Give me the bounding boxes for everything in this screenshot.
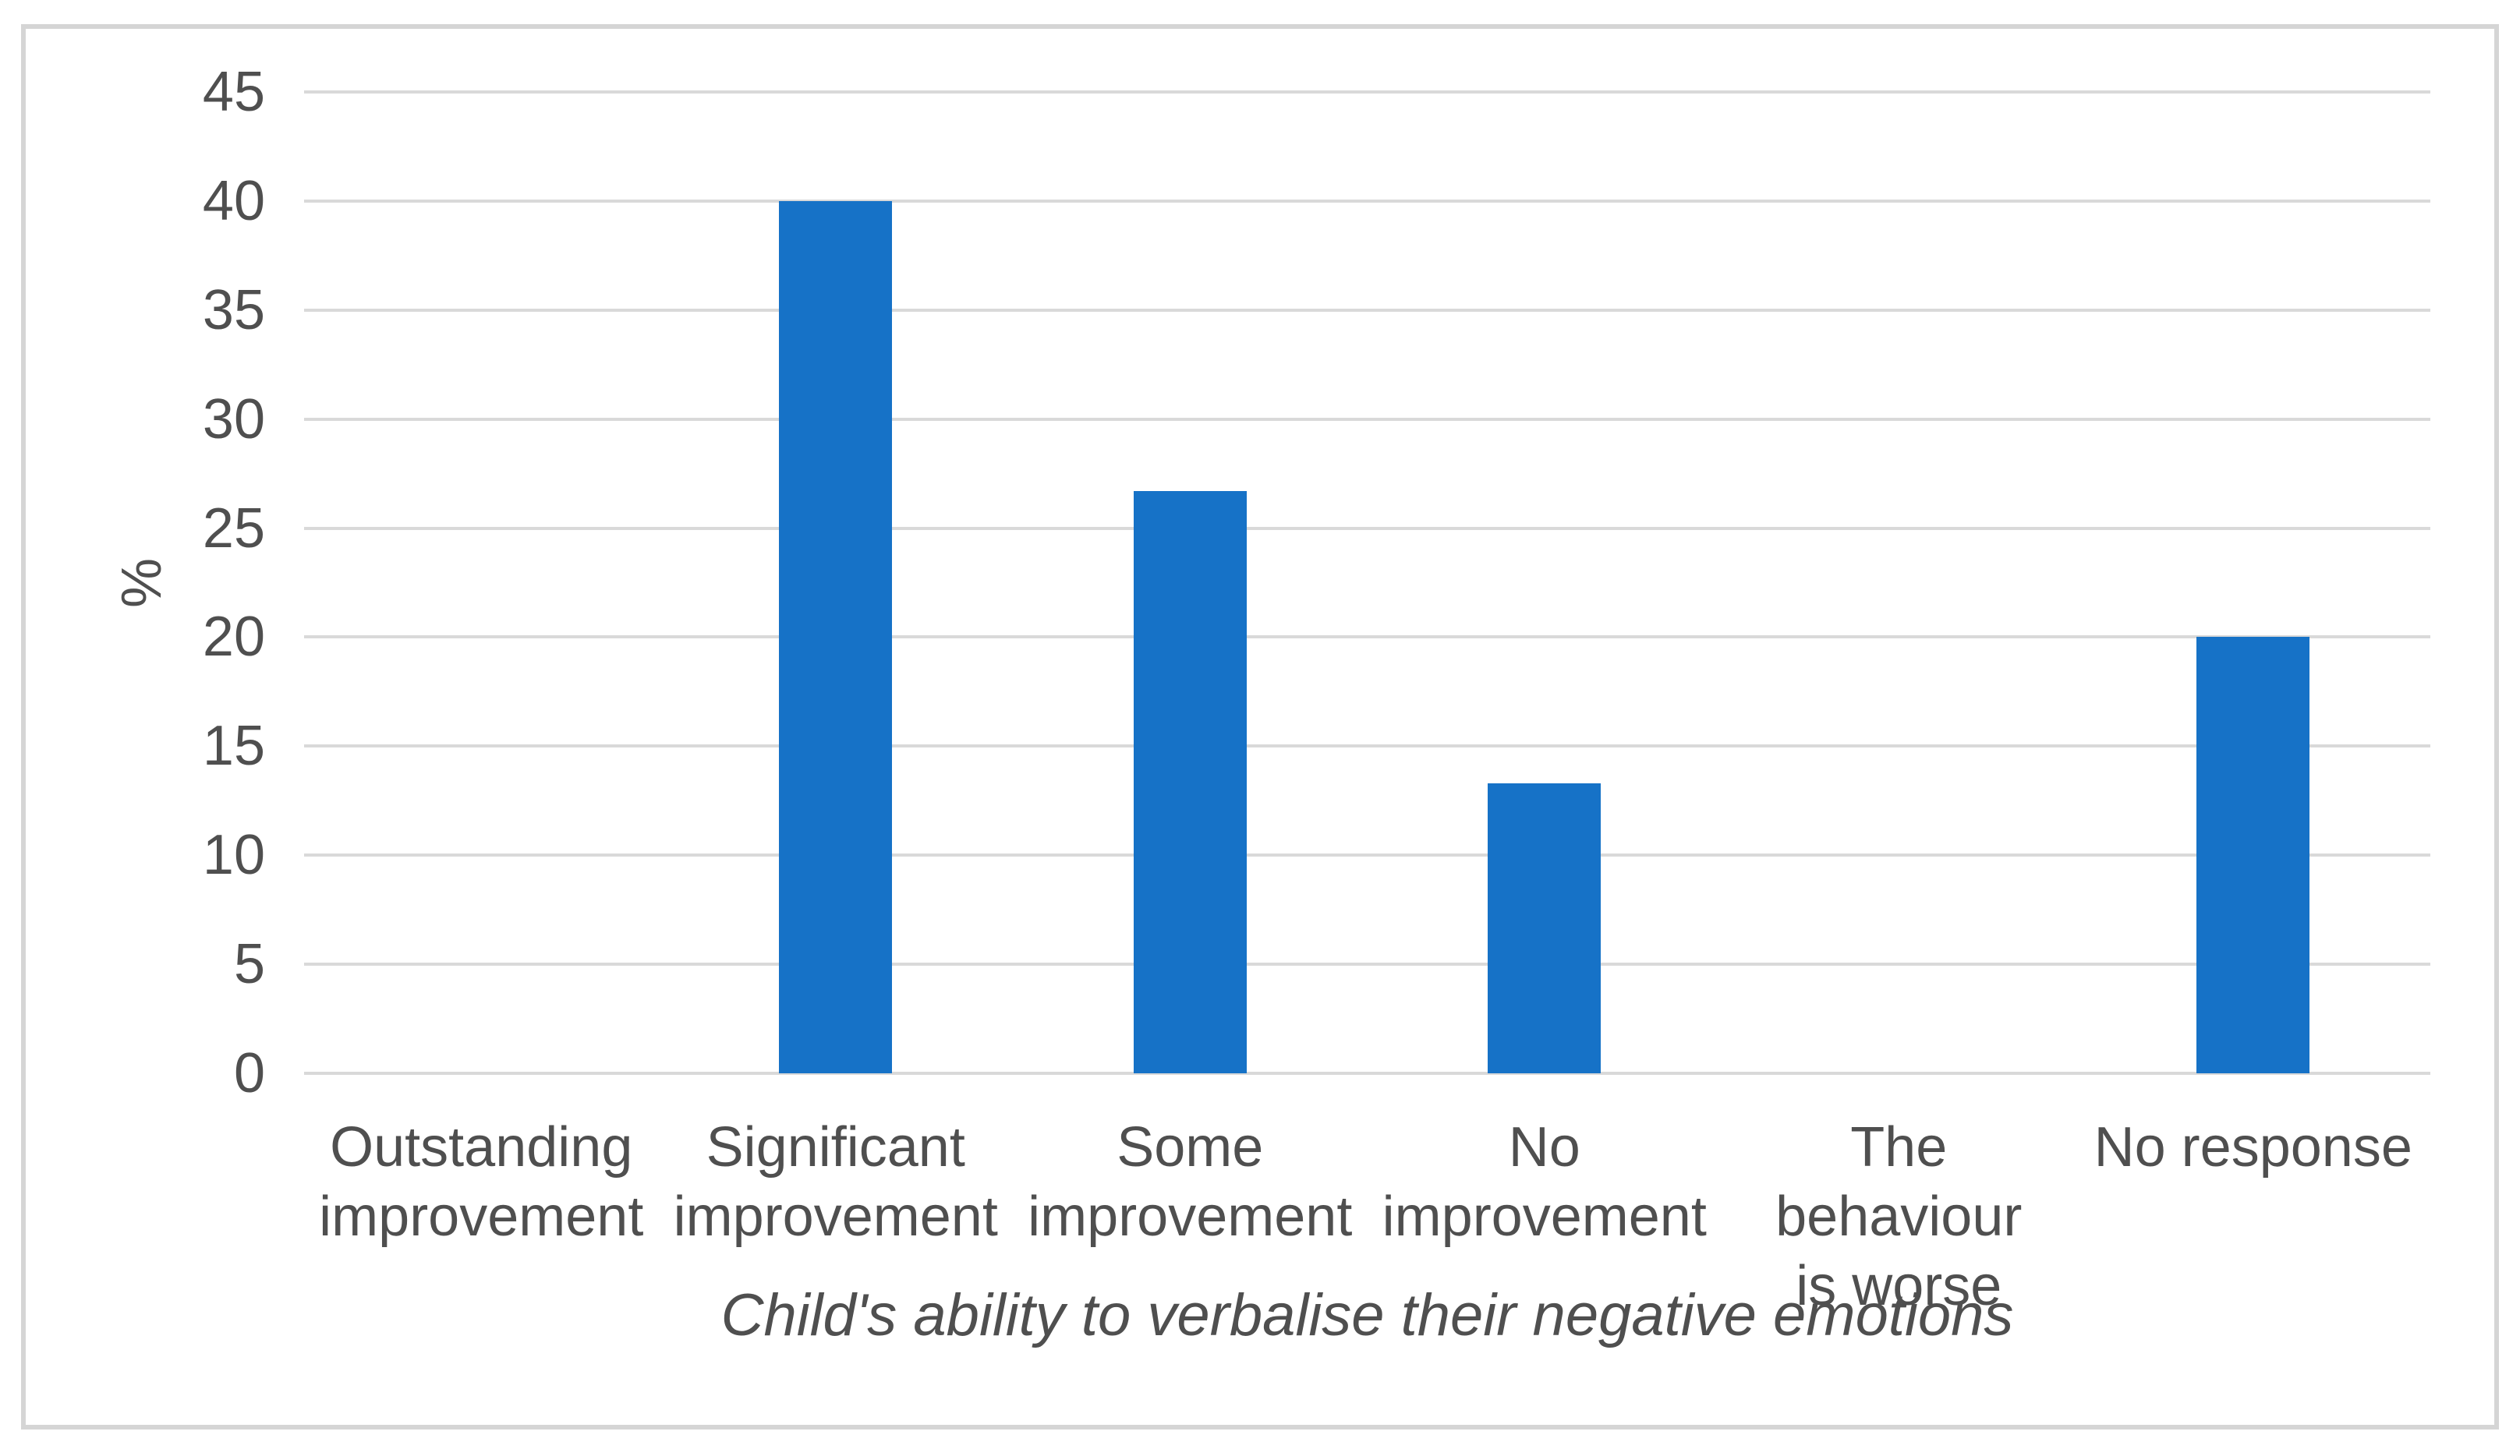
gridline-y-15	[304, 744, 2430, 748]
y-tick-label-20: 20	[202, 606, 265, 669]
bar-some-improvement	[1133, 491, 1247, 1073]
x-category-label-no-improvement: No improvement	[1382, 1116, 1707, 1248]
gridline-y-40	[304, 199, 2430, 203]
gridline-y-35	[304, 308, 2430, 312]
x-category-label-no-response: No response	[2094, 1116, 2412, 1179]
gridline-y-30	[304, 417, 2430, 421]
y-tick-label-25: 25	[202, 497, 265, 560]
y-axis-title: %	[111, 557, 173, 609]
y-tick-label-10: 10	[202, 824, 265, 887]
gridline-y-20	[304, 635, 2430, 639]
x-category-label-significant-improvement: Significant improvement	[673, 1116, 998, 1248]
gridline-y-5	[304, 963, 2430, 967]
y-tick-label-35: 35	[202, 278, 265, 341]
gridline-y-25	[304, 526, 2430, 530]
bar-significant-improvement	[779, 200, 893, 1073]
gridline-y-45	[304, 90, 2430, 94]
gridline-y-0	[304, 1072, 2430, 1075]
x-category-label-some-improvement: Some improvement	[1028, 1116, 1353, 1248]
x-category-label-outstanding-improvement: Outstanding improvement	[319, 1116, 644, 1248]
y-tick-label-0: 0	[233, 1042, 265, 1104]
y-tick-label-40: 40	[202, 169, 265, 232]
x-category-label-the-behaviour-is-worse: The behaviour is worse	[1775, 1116, 2023, 1317]
chart-border-frame	[21, 24, 2499, 1429]
y-tick-label-5: 5	[233, 933, 265, 996]
y-tick-label-45: 45	[202, 61, 265, 123]
gridline-y-10	[304, 853, 2430, 857]
bar-no-response	[2196, 637, 2310, 1073]
y-tick-label-30: 30	[202, 387, 265, 451]
bar-no-improvement	[1488, 783, 1602, 1073]
plot-area	[304, 90, 2430, 1075]
y-tick-label-15: 15	[202, 715, 265, 778]
x-axis-title: Child's ability to verbalise their negat…	[720, 1282, 2014, 1348]
